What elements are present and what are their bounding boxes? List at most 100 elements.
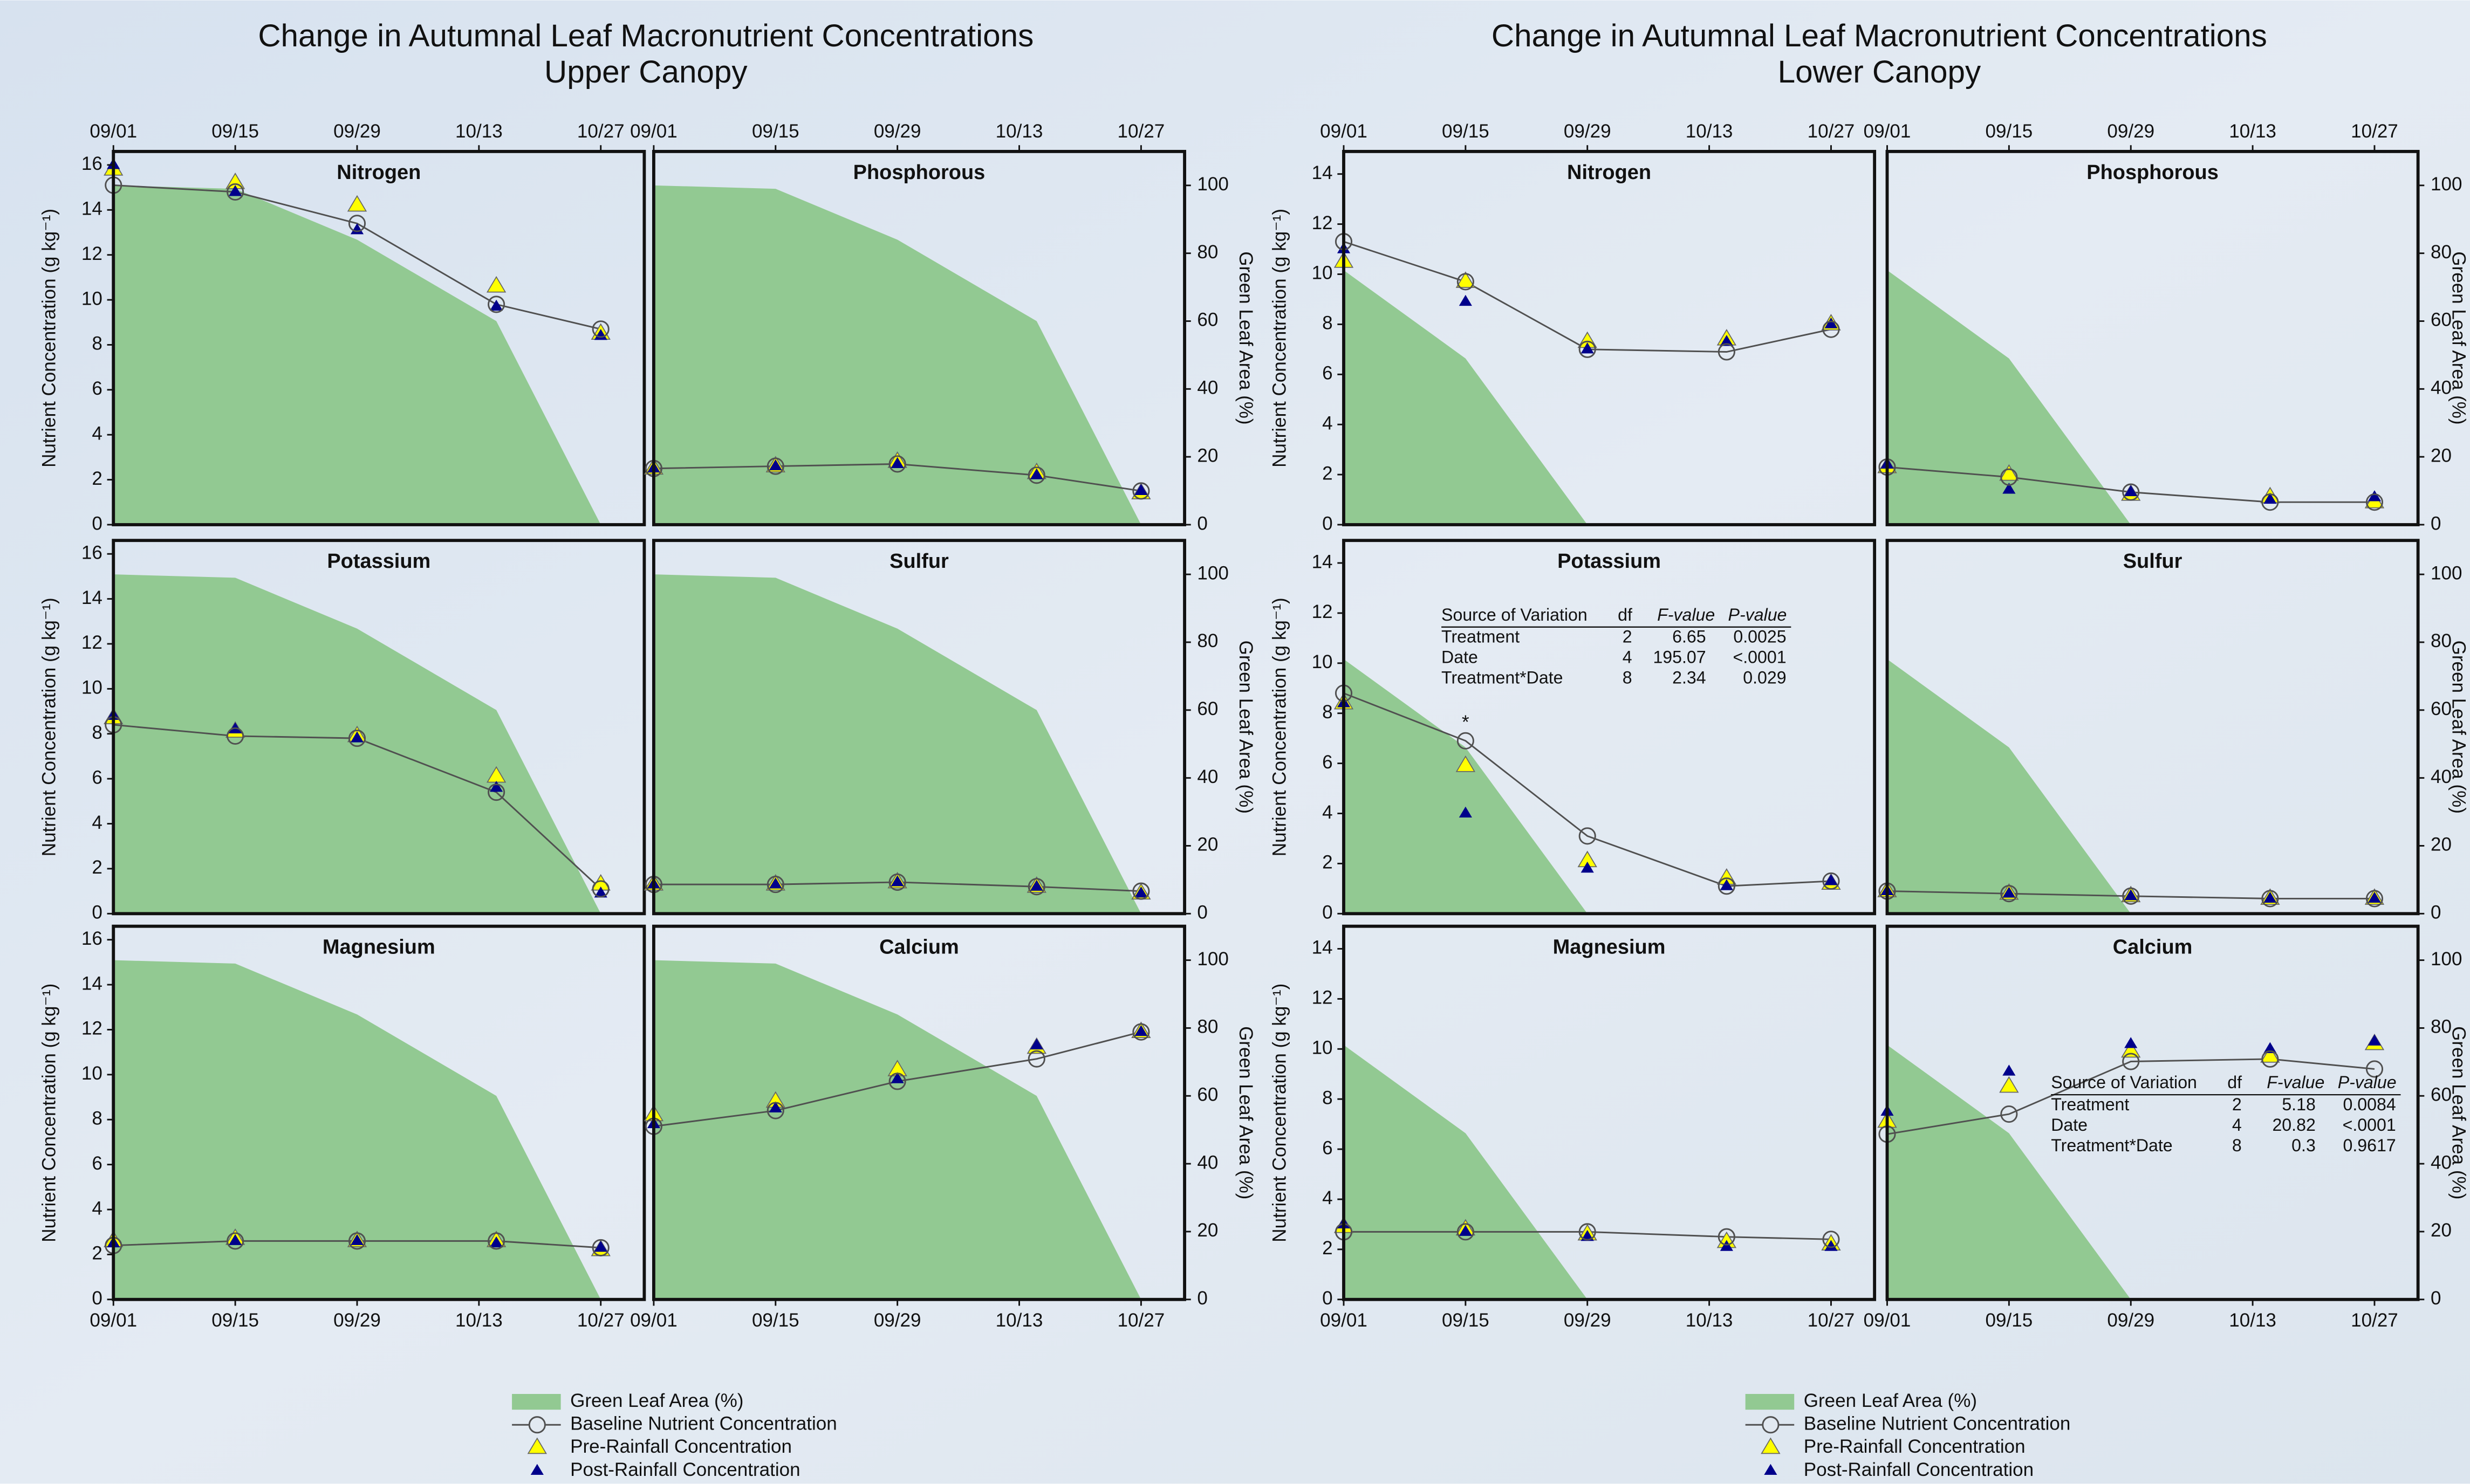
y-tick-label: 10 <box>1312 651 1333 672</box>
y2-tick-label: 100 <box>2431 562 2462 583</box>
table-cell: Treatment <box>2051 1095 2129 1114</box>
table-cell: 195.07 <box>1653 648 1706 667</box>
x-tick-label: 09/15 <box>1442 121 1489 142</box>
legend-label: Green Leaf Area (%) <box>570 1390 743 1411</box>
table-header: F-value <box>1657 605 1715 624</box>
figure-title: Change in Autumnal Leaf Macronutrient Co… <box>1491 18 2267 53</box>
x-tick-label: 10/27 <box>577 1310 625 1331</box>
legend-swatch <box>1746 1394 1795 1410</box>
y-tick-label: 4 <box>92 812 102 833</box>
x-tick-label: 09/29 <box>2107 121 2154 142</box>
y-tick-label: 12 <box>1312 601 1333 622</box>
x-tick-label: 09/29 <box>1564 121 1611 142</box>
y-tick-label: 6 <box>1322 752 1332 773</box>
y2-axis-label: Green Leaf Area (%) <box>2448 1026 2469 1199</box>
panel-title: Sulfur <box>890 550 949 573</box>
y2-tick-label: 40 <box>1197 1152 1218 1173</box>
y2-axis-label: Green Leaf Area (%) <box>2448 641 2469 814</box>
table-cell: Date <box>1441 648 1478 667</box>
x-tick-label: 10/27 <box>1118 121 1165 142</box>
y-tick-label: 16 <box>81 928 102 949</box>
table-cell: 6.65 <box>1672 627 1706 647</box>
y-tick-label: 0 <box>92 902 102 923</box>
panel-title: Nitrogen <box>1567 161 1651 184</box>
y-tick-label: 14 <box>1312 162 1333 183</box>
x-tick-label: 09/01 <box>90 121 137 142</box>
y-axis-label: Nutrient Concentration (g kg⁻¹) <box>1269 984 1290 1242</box>
x-tick-label: 09/15 <box>1986 121 2033 142</box>
y-tick-label: 2 <box>92 857 102 878</box>
y-tick-label: 2 <box>92 468 102 489</box>
y-tick-label: 6 <box>1322 363 1332 384</box>
y2-tick-label: 60 <box>1197 698 1218 719</box>
y-tick-label: 6 <box>92 1153 102 1174</box>
figure: Change in Autumnal Leaf Macronutrient Co… <box>0 0 2470 1484</box>
y2-tick-label: 0 <box>2431 902 2441 923</box>
x-tick-label: 10/27 <box>1118 1310 1165 1331</box>
table-cell: 0.0084 <box>2343 1095 2396 1114</box>
y-tick-label: 12 <box>1312 212 1333 233</box>
x-tick-label: 10/13 <box>996 1310 1043 1331</box>
table-cell: Date <box>2051 1115 2088 1135</box>
x-tick-label: 09/01 <box>1864 121 1911 142</box>
x-tick-label: 09/29 <box>333 1310 381 1331</box>
y2-axis-label: Green Leaf Area (%) <box>1235 1026 1256 1199</box>
x-tick-label: 09/01 <box>630 1310 678 1331</box>
y2-tick-label: 20 <box>2431 445 2452 466</box>
figure-subtitle: Lower Canopy <box>1778 54 1981 90</box>
y-tick-label: 2 <box>1322 852 1332 873</box>
x-tick-label: 09/15 <box>211 1310 259 1331</box>
x-tick-label: 10/13 <box>1686 1310 1733 1331</box>
y-tick-label: 4 <box>92 1198 102 1219</box>
page: Change in Autumnal Leaf Macronutrient Co… <box>0 0 2470 1484</box>
x-tick-label: 09/29 <box>1564 1310 1611 1331</box>
panel-title: Calcium <box>2113 936 2193 959</box>
table-cell: 8 <box>1623 668 1632 688</box>
y2-tick-label: 0 <box>2431 1288 2441 1309</box>
x-tick-label: 10/13 <box>455 1310 503 1331</box>
panel-title: Sulfur <box>2123 550 2182 573</box>
figure-title: Change in Autumnal Leaf Macronutrient Co… <box>258 18 1034 53</box>
legend-label: Green Leaf Area (%) <box>1804 1390 1977 1411</box>
table-header: P-value <box>1728 605 1787 624</box>
x-tick-label: 10/13 <box>996 121 1043 142</box>
y2-tick-label: 40 <box>1197 766 1218 787</box>
table-header: Source of Variation <box>1441 605 1588 624</box>
y-tick-label: 6 <box>92 378 102 399</box>
table-header: df <box>1618 605 1632 624</box>
y2-tick-label: 20 <box>2431 1220 2452 1241</box>
annotation: * <box>1462 712 1469 733</box>
y-tick-label: 12 <box>1312 987 1333 1008</box>
table-cell: 4 <box>1623 648 1632 667</box>
y2-tick-label: 60 <box>1197 1084 1218 1105</box>
y2-tick-label: 20 <box>1197 1220 1218 1241</box>
y-tick-label: 12 <box>81 243 102 264</box>
y-tick-label: 6 <box>92 767 102 788</box>
y2-tick-label: 80 <box>1197 630 1218 651</box>
table-cell: Treatment <box>1441 627 1520 647</box>
y-tick-label: 8 <box>92 1108 102 1129</box>
y-tick-label: 10 <box>81 677 102 698</box>
table-cell: <.0001 <box>2343 1115 2396 1135</box>
y-tick-label: 4 <box>1322 413 1332 434</box>
y-tick-label: 14 <box>1312 551 1333 572</box>
x-tick-label: 10/27 <box>577 121 625 142</box>
panel-title: Magnesium <box>1553 936 1666 959</box>
y2-tick-label: 0 <box>1197 1288 1207 1309</box>
legend-label: Post-Rainfall Concentration <box>570 1459 800 1480</box>
x-tick-label: 09/29 <box>2107 1310 2154 1331</box>
y-axis-label: Nutrient Concentration (g kg⁻¹) <box>1269 597 1290 856</box>
y-tick-label: 16 <box>81 542 102 563</box>
y2-tick-label: 20 <box>1197 834 1218 855</box>
y-tick-label: 10 <box>81 1063 102 1084</box>
y2-tick-label: 20 <box>1197 445 1218 466</box>
table-cell: 0.3 <box>2291 1136 2316 1155</box>
x-tick-label: 10/27 <box>1808 121 1855 142</box>
y2-tick-label: 100 <box>2431 174 2462 195</box>
x-tick-label: 09/15 <box>752 1310 799 1331</box>
x-tick-label: 09/29 <box>874 1310 921 1331</box>
y-tick-label: 0 <box>1322 1288 1332 1309</box>
y-tick-label: 8 <box>92 333 102 354</box>
table-header: P-value <box>2338 1073 2397 1092</box>
y-tick-label: 0 <box>92 513 102 534</box>
